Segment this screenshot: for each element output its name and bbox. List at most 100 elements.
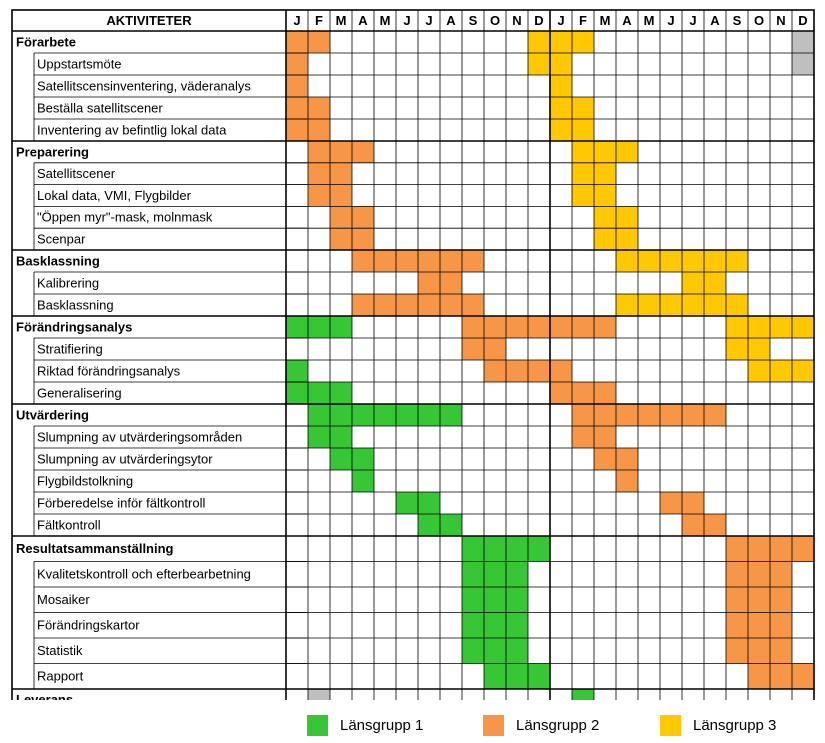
cell-fill-g1	[462, 587, 484, 613]
cell-fill-gray	[792, 31, 814, 53]
cell-fill-g2	[792, 663, 814, 689]
cell-fill-g1	[506, 663, 528, 689]
activity-label: Rapport	[37, 669, 84, 684]
cell-fill-g1	[506, 612, 528, 638]
cell-fill-g2	[330, 141, 352, 163]
cell-fill-g3	[682, 294, 704, 316]
cell-fill-g3	[550, 31, 572, 53]
activity-label: Satellitscensinventering, väderanalys	[37, 78, 251, 93]
section-title: Basklassning	[16, 253, 100, 268]
cell-fill-g3	[792, 360, 814, 382]
cell-fill-g2	[748, 536, 770, 562]
cell-fill-g2	[550, 316, 572, 338]
cell-fill-g1	[484, 638, 506, 664]
cell-fill-g2	[506, 316, 528, 338]
cell-fill-g1	[440, 404, 462, 426]
cell-fill-g2	[330, 228, 352, 250]
cell-fill-g2	[462, 316, 484, 338]
cell-fill-g2	[352, 206, 374, 229]
legend-item-lansgrupp-1: Länsgrupp 1	[307, 713, 423, 737]
cell-fill-g1	[506, 561, 528, 587]
activity-label: Kvalitetskontroll och efterbearbetning	[37, 567, 251, 582]
cell-fill-g1	[484, 587, 506, 613]
cell-fill-g1	[506, 587, 528, 613]
cell-fill-g2	[528, 316, 550, 338]
cell-fill-g3	[528, 53, 550, 75]
legend-label: Länsgrupp 1	[340, 716, 424, 734]
month-header: S	[733, 13, 742, 28]
cell-fill-g2	[594, 316, 616, 338]
table-border	[11, 9, 815, 700]
cell-fill-g2	[286, 31, 308, 53]
cell-fill-g2	[770, 536, 792, 562]
cell-fill-g1	[352, 470, 374, 492]
cell-fill-g1	[506, 638, 528, 664]
cell-fill-g1	[484, 663, 506, 689]
cell-fill-g1	[462, 561, 484, 587]
month-header: J	[403, 13, 410, 28]
cell-fill-g2	[286, 75, 308, 97]
month-header: J	[689, 13, 696, 28]
cell-fill-g2	[660, 404, 682, 426]
month-header: N	[512, 13, 521, 28]
cell-fill-g3	[704, 250, 726, 272]
cell-fill-g3	[726, 250, 748, 272]
cell-fill-g2	[308, 97, 330, 119]
month-header: J	[293, 13, 300, 28]
cell-fill-g3	[572, 119, 594, 141]
cell-fill-g3	[704, 294, 726, 316]
section-title: Resultatsammanställning	[16, 541, 174, 556]
cell-fill-g3	[616, 228, 638, 250]
cell-fill-g1	[352, 404, 374, 426]
activity-label: Riktad förändringsanalys	[37, 363, 181, 378]
cell-fill-g3	[616, 141, 638, 163]
cell-fill-g3	[660, 294, 682, 316]
cell-fill-g3	[594, 228, 616, 250]
cell-fill-g2	[396, 294, 418, 316]
cell-fill-g1	[330, 382, 352, 404]
cell-fill-g2	[770, 561, 792, 587]
legend-label: Länsgrupp 2	[516, 716, 600, 734]
month-header: M	[380, 13, 391, 28]
cell-fill-g3	[594, 206, 616, 229]
cell-fill-g3	[616, 250, 638, 272]
legend-item-lansgrupp-3: Länsgrupp 3	[660, 713, 776, 737]
cell-fill-g1	[330, 316, 352, 338]
cell-fill-g2	[682, 514, 704, 536]
cell-fill-g2	[484, 360, 506, 382]
cell-fill-g2	[418, 272, 440, 294]
cell-fill-g2	[770, 638, 792, 664]
section-title: Leverans	[16, 692, 73, 700]
cell-fill-g1	[330, 404, 352, 426]
cell-fill-g2	[418, 250, 440, 272]
cell-fill-g2	[748, 638, 770, 664]
activity-label: Förberedelse inför fältkontroll	[37, 495, 205, 510]
cell-fill-g2	[308, 31, 330, 53]
month-header: F	[579, 13, 587, 28]
cell-fill-g1	[352, 448, 374, 470]
cell-fill-g2	[286, 97, 308, 119]
cell-fill-g1	[308, 404, 330, 426]
cell-fill-g1	[308, 382, 330, 404]
cell-fill-g3	[726, 294, 748, 316]
cell-fill-g3	[748, 316, 770, 338]
cell-fill-g1	[286, 360, 308, 382]
month-header: S	[469, 13, 478, 28]
month-header: J	[425, 13, 432, 28]
cell-fill-g2	[572, 404, 594, 426]
month-header: M	[336, 13, 347, 28]
cell-fill-g1	[330, 426, 352, 448]
cell-fill-g1	[374, 404, 396, 426]
cell-fill-g1	[330, 448, 352, 470]
cell-fill-g3	[660, 250, 682, 272]
cell-fill-g2	[440, 250, 462, 272]
cell-fill-g3	[748, 338, 770, 360]
activity-label: Kalibrering	[37, 275, 99, 290]
cell-fill-g2	[484, 316, 506, 338]
legend-label: Länsgrupp 3	[693, 716, 777, 734]
cell-fill-g3	[748, 360, 770, 382]
cell-fill-g2	[308, 162, 330, 185]
cell-fill-g2	[726, 587, 748, 613]
cell-fill-g2	[660, 492, 682, 514]
cell-fill-g2	[440, 294, 462, 316]
